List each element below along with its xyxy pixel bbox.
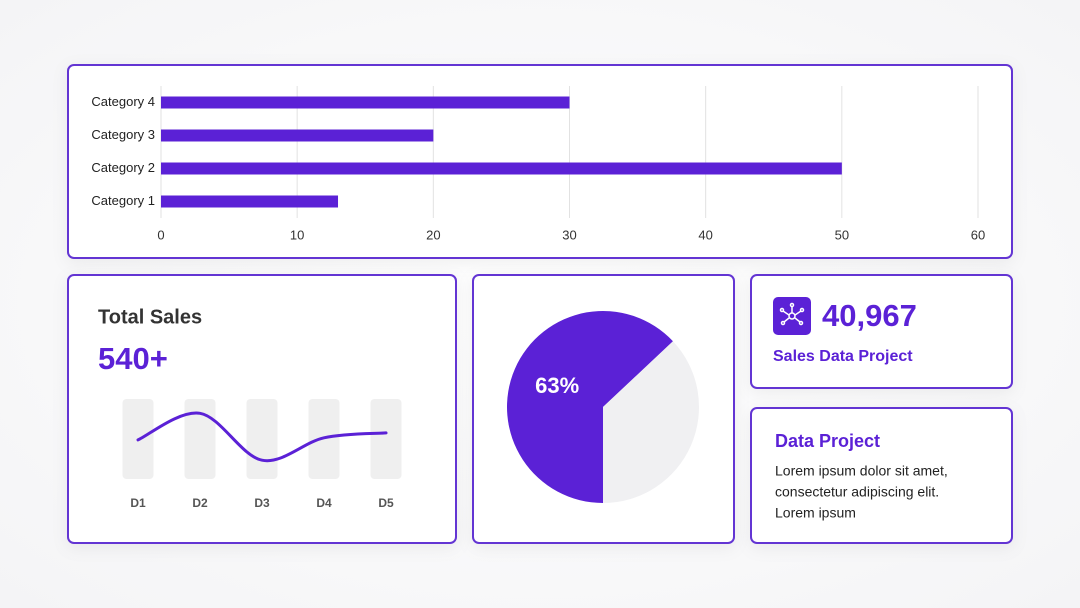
column-bg <box>184 399 216 479</box>
marks: 0 10 20 30 40 50 60 Category 1 Category 2 Categor… <box>91 94 985 510</box>
column-bg <box>246 399 278 479</box>
x-tick-label: 30 <box>562 227 576 242</box>
info-text: consectetur adipiscing elit. <box>775 484 939 500</box>
bar <box>161 195 339 208</box>
y-tick-label: Category 3 <box>91 127 155 142</box>
y-tick-label: Category 1 <box>91 193 155 208</box>
bar-panel <box>67 64 1013 259</box>
info-panel <box>750 407 1013 544</box>
pie-slice <box>507 311 673 503</box>
bar <box>161 162 842 175</box>
x-tick-label: D4 <box>316 496 332 510</box>
x-tick-label: 10 <box>290 227 304 242</box>
network-icon <box>779 302 805 326</box>
line <box>136 411 388 463</box>
x-tick-label: 0 <box>157 227 164 242</box>
column-bg <box>370 399 402 479</box>
kpi-value: 40,967 <box>822 298 917 333</box>
x-tick-label: D1 <box>130 496 146 510</box>
y-tick-label: Category 2 <box>91 160 155 175</box>
pie-slice <box>603 341 700 503</box>
kpi-title: Sales Data Project <box>773 348 913 365</box>
sales-title: Total Sales <box>98 306 202 328</box>
x-tick-label: 60 <box>971 227 985 242</box>
kpi-panel <box>750 274 1013 389</box>
x-tick-label: D3 <box>254 496 270 510</box>
info-text: Lorem ipsum dolor sit amet, <box>775 463 948 479</box>
info-title: Data Project <box>775 431 880 451</box>
info-text: Lorem ipsum <box>775 505 856 521</box>
bar <box>161 129 434 142</box>
icon-bg <box>773 297 811 335</box>
x-tick-label: 20 <box>426 227 440 242</box>
x-tick-label: D2 <box>192 496 208 510</box>
y-tick-label: Category 4 <box>91 94 155 109</box>
data-label: 63% <box>535 373 579 398</box>
sales-value: 540+ <box>98 341 168 376</box>
bar <box>161 96 570 109</box>
x-tick-label: 40 <box>698 227 712 242</box>
x-tick-label: 50 <box>835 227 849 242</box>
x-tick-label: D5 <box>378 496 394 510</box>
